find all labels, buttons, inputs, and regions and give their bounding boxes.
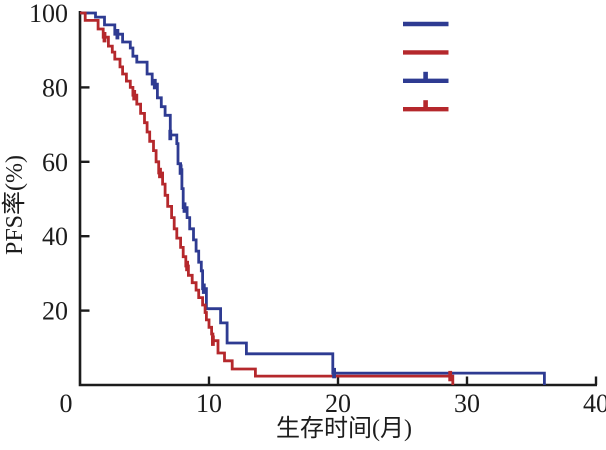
legend-blue-censored-sample-censor-tick: [423, 71, 428, 82]
blue-curve-censor-mark: [168, 129, 173, 141]
censor-marks: [102, 29, 453, 382]
y-tick-label: 80: [42, 73, 68, 102]
red-curve-censor-mark: [102, 32, 107, 43]
survival-curves: [80, 11, 546, 385]
red-curve-censor-mark: [132, 90, 137, 101]
x-tick-label: 20: [325, 389, 351, 418]
x-tick-label: 30: [454, 389, 480, 418]
x-tick-label: 40: [583, 389, 606, 418]
red-curve-censor-mark: [211, 335, 215, 346]
y-axis-label: PFS率(%): [1, 155, 28, 255]
blue-curve-path: [80, 11, 546, 385]
blue-curve-censor-mark: [178, 164, 183, 175]
blue-curve-censor-mark: [115, 29, 120, 40]
y-tick-label: 20: [42, 297, 68, 326]
axis-ticks: 20 40 60 80 100 0 10 20 30 40: [29, 0, 606, 418]
x-tick-label: 10: [196, 389, 222, 418]
x-axis-label: 生存时间(月): [276, 415, 412, 442]
red-curve-path: [80, 11, 455, 385]
red-curve-censor-mark: [185, 260, 189, 272]
legend-red-censored-sample-censor-tick: [423, 100, 428, 111]
axes: [78, 11, 597, 387]
y-tick-label: 40: [42, 222, 68, 251]
blue-curve-censor-mark: [332, 367, 336, 379]
legend: [403, 21, 449, 112]
axis-spines: [78, 11, 597, 387]
x-tick-label: 0: [60, 389, 73, 418]
y-tick-label: 60: [42, 148, 68, 177]
y-tick-label: 100: [29, 0, 68, 28]
blue-curve-censor-mark: [152, 78, 157, 90]
red-curve-censor-mark: [448, 370, 453, 382]
blue-curve-censor-mark: [182, 202, 187, 213]
blue-curve-censor-mark: [201, 283, 206, 294]
red-curve-censor-mark: [158, 167, 162, 179]
